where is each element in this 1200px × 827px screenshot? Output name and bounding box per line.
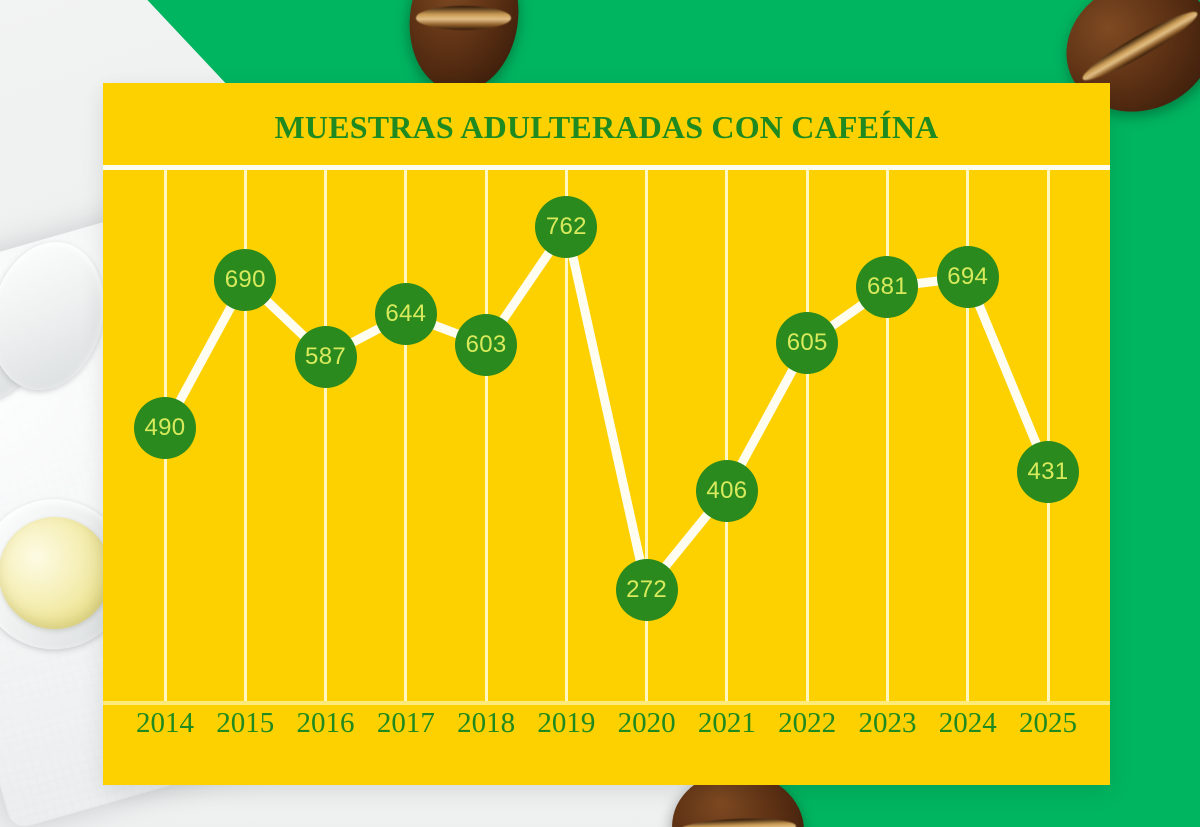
x-axis-tick-label: 2018	[457, 707, 516, 739]
x-axis-tick-label: 2015	[216, 707, 275, 739]
gridline	[404, 170, 408, 701]
gridline	[484, 170, 488, 701]
gridline	[645, 170, 649, 701]
x-axis-tick-label: 2017	[376, 707, 435, 739]
gridline	[324, 170, 328, 701]
gridline	[564, 170, 568, 701]
x-axis-tick-label: 2023	[858, 707, 917, 739]
x-axis-tick-label: 2024	[938, 707, 997, 739]
gridline	[885, 170, 889, 701]
data-point-bubble[interactable]: 272	[615, 558, 678, 621]
data-point-bubble[interactable]: 406	[695, 459, 758, 522]
x-axis-labels: 2014 2015 2016 2017 2018 2019 2020 2021 2022 2023…	[103, 707, 1110, 767]
line-series-svg	[160, 222, 1053, 595]
gridline	[725, 170, 729, 701]
chart-card: MUESTRAS ADULTERADAS CON CAFEÍNA 490 690 5…	[103, 83, 1110, 785]
data-point-bubble[interactable]: 587	[294, 325, 357, 388]
x-axis-tick-label: 2014	[136, 707, 194, 739]
gridline	[1046, 170, 1050, 701]
data-point-bubble[interactable]: 431	[1017, 441, 1079, 504]
data-point-bubble[interactable]: 644	[374, 283, 437, 346]
data-point-bubble[interactable]: 690	[214, 249, 277, 312]
data-point-bubble[interactable]: 490	[134, 397, 196, 460]
data-point-bubble[interactable]: 694	[936, 246, 999, 309]
x-axis-tick-label: 2019	[537, 707, 596, 739]
plot-area: 490 690 587 644 603 762 272 406 605 681 694 431	[103, 165, 1110, 705]
x-axis-tick-label: 2021	[697, 707, 756, 739]
gridline	[805, 170, 809, 701]
gridline	[243, 170, 247, 701]
plot-top-rule	[103, 165, 1110, 170]
data-point-bubble[interactable]: 603	[455, 313, 518, 376]
data-point-bubble[interactable]: 681	[856, 256, 919, 319]
x-axis-tick-label: 2020	[617, 707, 676, 739]
blister-bump	[0, 229, 120, 403]
x-axis-tick-label: 2025	[1019, 707, 1077, 739]
chart-title: MUESTRAS ADULTERADAS CON CAFEÍNA	[274, 109, 939, 145]
x-axis-tick-label: 2022	[778, 707, 837, 739]
x-axis-tick-label: 2016	[296, 707, 355, 739]
data-point-bubble[interactable]: 762	[535, 196, 598, 259]
gridline	[966, 170, 970, 701]
plot-bottom-rule	[103, 701, 1110, 705]
data-point-bubble[interactable]: 605	[776, 312, 839, 375]
